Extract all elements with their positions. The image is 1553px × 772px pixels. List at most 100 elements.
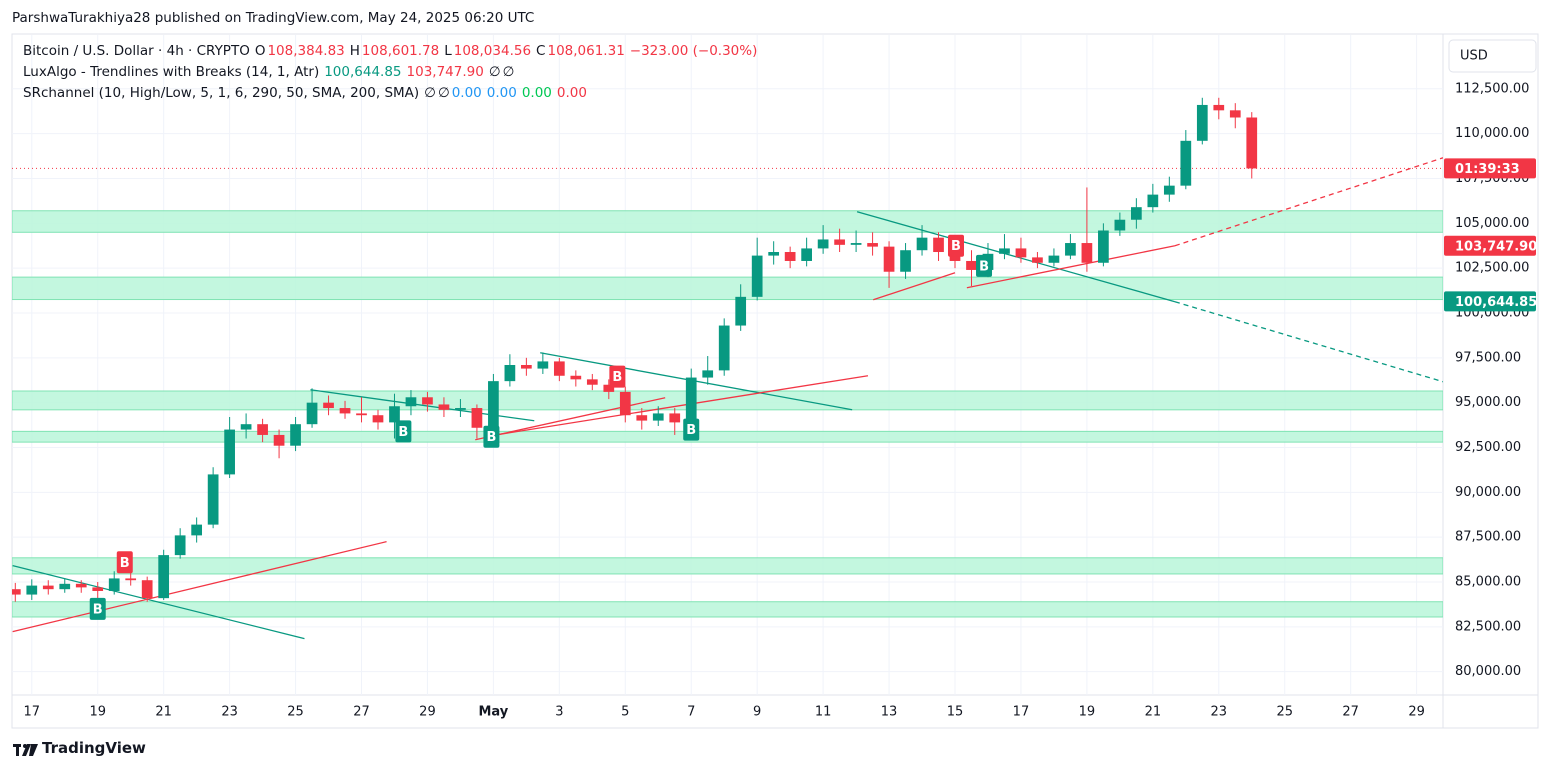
legend-line: SRchannel (10, High/Low, 5, 1, 6, 290, 5… [23,85,592,101]
legend-item: H [349,43,360,59]
candle-body [999,248,1010,254]
candle-body [1048,255,1060,263]
candle-body [504,365,516,382]
x-tick-label: 21 [155,705,172,720]
candle-body [685,377,697,423]
currency-button[interactable] [1448,39,1537,73]
candle-body [108,578,120,591]
y-tick-label: 102,500.00 [1455,261,1529,276]
break-marker [947,234,964,257]
legend-item: 0.00 [521,85,552,101]
candle-body [521,365,532,369]
break-marker [395,420,412,443]
candle-body [257,424,268,435]
y-tick-label: 90,000.00 [1455,485,1521,500]
candle-body [92,587,104,591]
candle-body [273,434,285,446]
y-tick-label: 80,000.00 [1455,664,1521,679]
candle-body [158,555,170,599]
candle-body [1114,219,1126,231]
candle-body [735,296,747,326]
x-tick-label: 19 [89,705,106,720]
x-tick-label: 27 [1342,705,1359,720]
candle-body [652,413,664,421]
candle-body [817,239,829,249]
price-tag [1444,158,1536,179]
sr-zone [12,430,1443,443]
plot-area: B B B B B B B B [12,35,1443,695]
candle-body [12,589,21,595]
candle-body [1081,243,1093,263]
legend-item: ∅ [488,64,501,80]
candle-body [669,413,681,423]
legend-item: ∅ [424,85,436,101]
trendline [1174,157,1443,247]
candle-body [1196,104,1208,141]
x-tick-label: 29 [419,705,436,720]
y-tick-label: 82,500.00 [1455,619,1521,634]
candle-body [438,404,450,410]
legend-item: 0.00 [556,85,587,101]
candle-body [339,408,351,414]
candle-body [59,583,71,590]
candle-body [1015,248,1027,258]
candle-body [323,402,334,409]
x-tick-label: 13 [881,705,898,720]
candle-body [455,408,466,410]
candle-body [933,237,944,253]
candle-body [422,397,433,405]
candle-body [240,424,252,430]
candle-body [883,246,895,272]
break-marker [89,597,106,620]
candle-body [916,237,928,251]
break-marker-label: B [979,259,989,274]
candle-body [850,243,862,245]
x-tick-label: 25 [287,705,304,720]
x-tick-label: 19 [1079,705,1096,720]
candle-body [867,243,878,247]
price-tag [1444,235,1536,256]
candle-body [553,361,565,376]
candle-body [488,381,499,428]
trendline [12,541,387,633]
legend-item: 108,061.31 [547,43,625,59]
candle-body [603,384,615,392]
x-tick-label: 17 [24,705,41,720]
x-tick-label: 7 [687,705,695,720]
break-marker-label: B [120,556,130,571]
sr-zone [12,210,1443,233]
y-tick-label: 112,500.00 [1455,81,1529,96]
break-marker-label: B [686,423,696,438]
legend-item: Bitcoin / U.S. Dollar · 4h · CRYPTO [23,43,250,59]
x-tick-label: 23 [221,705,238,720]
candle-body [1147,194,1159,208]
sr-zone [12,276,1443,301]
break-marker-label: B [951,239,961,254]
candle-body [900,250,911,272]
candle-body [174,535,186,556]
x-tick-label: 27 [353,705,370,720]
candle-body [125,578,137,581]
legend-item: O [254,43,266,59]
price-tag [1444,291,1536,312]
x-tick-label: 5 [621,705,629,720]
break-marker-label: B [612,370,622,385]
candle-body [26,585,38,595]
break-marker [609,365,626,388]
x-tick-label: 17 [1013,705,1030,720]
candle-body [306,402,318,425]
x-tick-label: 9 [753,705,761,720]
candle-body [372,415,384,423]
candle-body [570,375,582,380]
byline: ParshwaTurakhiya28 published on TradingV… [12,10,535,26]
candle-body [1163,185,1175,195]
legend-item: ∅ [437,85,450,101]
candle-body [1246,117,1258,169]
legend-item: 108,384.83 [267,43,345,59]
x-tick-label: 15 [947,705,964,720]
candle-body [1180,140,1192,186]
candle-body [471,408,483,428]
break-marker [683,418,700,441]
